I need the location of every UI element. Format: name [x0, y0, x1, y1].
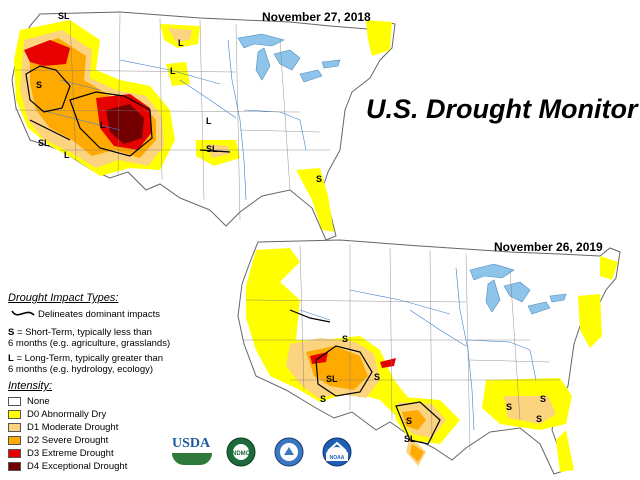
- ndmc-logo: NDMC: [226, 437, 256, 467]
- map-date-2018: November 27, 2018: [262, 10, 371, 24]
- long-term-line1: L = Long-Term, typically greater than: [8, 353, 163, 364]
- label-2018-sl-wa: SL: [58, 11, 70, 21]
- delineates-label: Delineates dominant impacts: [38, 309, 160, 320]
- legend-label: D2 Severe Drought: [27, 434, 109, 446]
- drought-2019-d2-tx: [402, 410, 426, 462]
- legend-swatch: [8, 435, 21, 445]
- legend-item-d0: D0 Abnormally Dry: [8, 408, 106, 420]
- usda-logo-text: USDA: [172, 436, 211, 451]
- intensity-heading: Intensity:: [8, 380, 53, 392]
- map-date-2019: November 26, 2019: [494, 240, 603, 254]
- drought-2019-d1-east: [398, 396, 556, 466]
- long-term-text-2: 6 months (e.g. hydrology, ecology): [8, 364, 154, 375]
- label-2019-s-nm: S: [342, 334, 349, 344]
- label-2018-sl-ca: SL: [38, 138, 50, 148]
- legend-label: None: [27, 395, 50, 407]
- great-lakes-2019: [469, 263, 567, 315]
- label-2018-s-ga: S: [316, 174, 323, 184]
- label-2018-s-or: S: [36, 80, 43, 90]
- label-2019-s-tx-n: S: [374, 372, 381, 382]
- label-2019-s-al: S: [506, 402, 513, 412]
- label-2019-sl-az: SL: [326, 374, 338, 384]
- commerce-seal-icon: [274, 437, 304, 467]
- drought-2018-d0-plains: [160, 20, 392, 232]
- legend-swatch: [8, 461, 21, 471]
- legend-swatch: [8, 422, 21, 432]
- state-borders-2019: [244, 244, 560, 451]
- short-term-text-1: = Short-Term, typically less than: [14, 327, 152, 338]
- legend-item-none: None: [8, 395, 50, 407]
- legend-item-d2: D2 Severe Drought: [8, 434, 108, 446]
- legend-label: D3 Extreme Drought: [27, 447, 114, 459]
- noaa-logo-text: NOAA: [330, 455, 345, 461]
- long-term-key: L: [8, 353, 14, 364]
- impact-types-heading: Drought Impact Types:: [8, 292, 119, 304]
- legend-item-d4: D4 Exceptional Drought: [8, 460, 127, 472]
- impact-lines-2019: [289, 309, 441, 445]
- label-2018-l-az: L: [64, 150, 70, 160]
- label-2018-l-co: L: [100, 120, 106, 130]
- label-2019-s-ga: S: [536, 414, 543, 424]
- label-2018-l-ks: L: [206, 116, 212, 126]
- drought-2019-d3-sw: [310, 352, 396, 368]
- impact-line-icon: [11, 310, 35, 316]
- legend-swatch: [8, 396, 21, 406]
- impact-lines-2018: [25, 65, 231, 157]
- short-term-key: S: [8, 327, 15, 338]
- drought-2019-d0-west: [246, 248, 430, 430]
- legend-label: D0 Abnormally Dry: [27, 408, 107, 420]
- noaa-logo: NOAA: [322, 437, 352, 467]
- page-title: U.S. Drought Monitor: [366, 94, 638, 124]
- label-2019-s-sc: S: [540, 394, 547, 404]
- delineates-row: Delineates dominant impacts: [8, 307, 228, 321]
- label-2018-l-sd: L: [170, 66, 176, 76]
- legend-swatch: [8, 409, 21, 419]
- legend-label: D4 Exceptional Drought: [27, 460, 128, 472]
- legend-label: D1 Moderate Drought: [27, 421, 119, 433]
- long-term-text-1: = Long-Term, typically greater than: [13, 353, 163, 364]
- ndmc-logo-text: NDMC: [232, 451, 251, 457]
- drought-2018-d4-4corners: [106, 104, 144, 144]
- legend-item-d3: D3 Extreme Drought: [8, 447, 114, 459]
- label-2019-sl-tx: SL: [404, 434, 416, 444]
- short-term-text-2: 6 months (e.g. agriculture, grasslands): [8, 338, 171, 349]
- label-2018-sl-ok: SL: [206, 144, 218, 154]
- label-2019-s-tx: S: [406, 416, 413, 426]
- drought-2019-d0-east: [392, 256, 618, 472]
- short-term-line1: S = Short-Term, typically less than: [8, 327, 152, 338]
- label-2018-l-nd: L: [178, 38, 184, 48]
- label-2019-s-az-s: S: [320, 394, 327, 404]
- drought-2018-d3-or: [24, 40, 70, 66]
- legend-item-d1: D1 Moderate Drought: [8, 421, 118, 433]
- usda-logo-fields: [172, 453, 212, 465]
- great-lakes-2018: [237, 33, 341, 83]
- legend-swatch: [8, 448, 21, 458]
- usda-logo: USDA: [172, 436, 214, 466]
